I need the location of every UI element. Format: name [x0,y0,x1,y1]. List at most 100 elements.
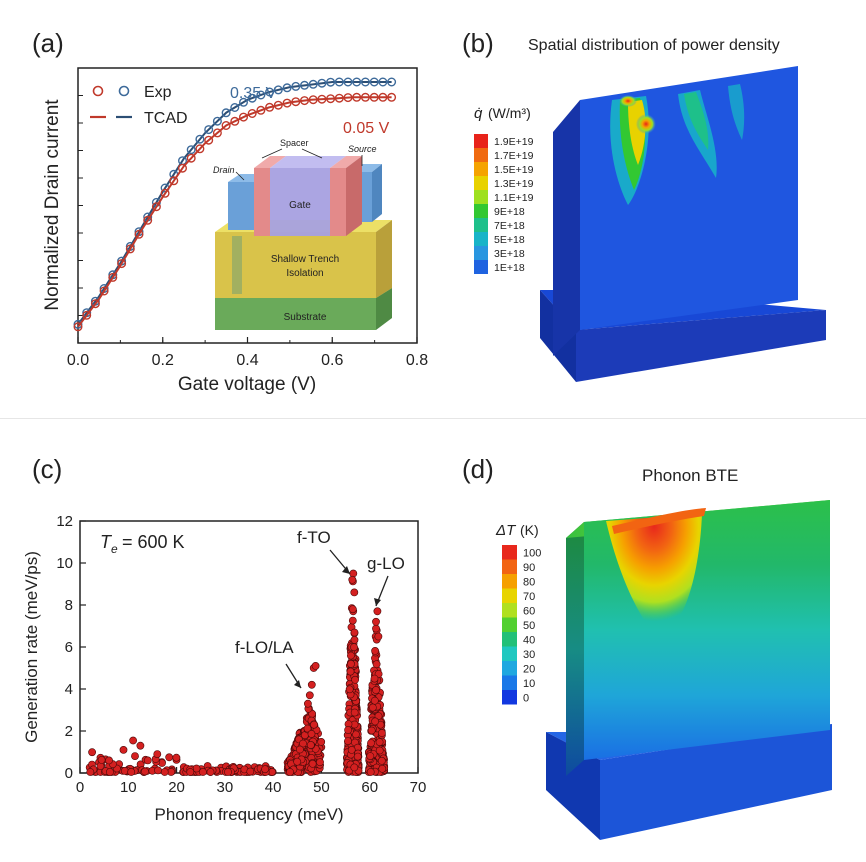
colorbar-label: 1.9E+19 [494,136,534,148]
c-point [317,738,326,746]
a-exp-point [90,299,100,309]
c-point [350,636,359,644]
gate-block [270,168,330,236]
c-point [350,708,359,717]
d-unit-symbol: ΔT [495,522,517,539]
c-ytick-label: 4 [65,681,73,698]
plot-c-points [85,569,389,776]
a-exp-point [291,97,301,107]
legend-tcad-label: TCAD [144,110,188,127]
colorbar-swatch [474,232,488,246]
plot-c-ticks: 0 10 20 30 40 50 60 70 0 2 4 6 8 10 12 [56,513,426,796]
row-separator [0,418,866,419]
arrowhead [294,680,301,688]
a-exp-point [247,108,257,118]
c-point [261,765,269,774]
colorbar-swatch [474,134,488,148]
a-exp-point [256,90,266,100]
c-point [206,768,215,776]
panel-d-title: Phonon BTE [642,466,738,485]
a-exp-point [273,85,283,95]
inset-label-spacer: Spacer [280,138,309,148]
c-point [105,756,113,765]
c-point [141,767,149,776]
a-exp-point [291,81,301,91]
a-exp-point [317,94,327,104]
c-point [106,768,114,776]
inset-label-sti-line2: Isolation [286,268,323,279]
colorbar-label: 60 [523,606,535,618]
spacer-right-top [330,156,362,168]
c-point [186,768,195,776]
legend-exp-red-marker [92,85,104,97]
c-point [350,628,359,637]
c-point [367,739,375,747]
c-point [120,767,129,775]
colorbar-label: 9E+18 [494,206,525,218]
c-point [370,674,379,683]
c-point [305,691,314,700]
c-point [86,768,95,776]
c-point [131,752,139,760]
c-point [367,726,376,735]
a-exp-point [352,92,362,102]
c-point [374,632,383,641]
te-sub: e [111,542,118,556]
c-point [372,686,380,694]
peak-label-fto: f-TO [297,528,331,547]
arrowhead [342,566,350,574]
a-exp-point [308,79,318,89]
c-point [353,752,362,761]
a-exp-point [195,144,205,154]
c-point [346,667,355,676]
a-exp-point [238,112,248,122]
colorbar-swatch [474,246,488,260]
colorbar-label: 100 [523,548,541,560]
a-exp-point [134,229,144,239]
colorbar-label: 30 [523,649,535,661]
a-exp-point [186,153,196,163]
c-xtick-label: 10 [120,779,137,796]
c-point [377,729,386,737]
source-side [372,164,382,222]
curve-label-035: 0.35 V [230,85,277,102]
inset-label-drain: Drain [213,165,235,175]
c-point [165,753,174,762]
a-exp-point [177,163,187,173]
a-exp-point [326,94,336,104]
a-exp-point [73,319,83,329]
a-exp-point [334,77,344,87]
c-ytick-label: 12 [56,513,73,530]
drain-leader [235,171,245,181]
colorbar-label: 1.1E+19 [494,192,534,204]
colorbar-swatch [474,148,488,162]
c-point [347,660,355,668]
colorbar-swatch [502,646,517,661]
c-point [344,726,352,734]
a-exp-point [343,93,353,103]
a-xtick-label: 0.0 [67,352,89,369]
sti-front [215,232,376,298]
a-exp-point [73,322,83,332]
a-exp-point [204,135,214,145]
colorbar-swatch [502,559,517,574]
c-point [310,720,318,729]
a-exp-point [343,77,353,87]
c-point [286,768,294,776]
c-ytick-label: 0 [65,765,73,782]
a-exp-point [125,244,135,254]
a-exp-point [378,92,388,102]
a-exp-point [317,78,327,88]
c-point [306,741,315,749]
a-exp-point [238,97,248,107]
c-point [371,717,379,726]
substrate-front [215,298,376,330]
c-point [295,745,304,754]
inset-label-source: Source [348,144,377,154]
a-exp-point [221,120,231,130]
b-streak-2 [678,90,717,178]
substrate-side [376,288,392,330]
c-point [97,756,106,764]
